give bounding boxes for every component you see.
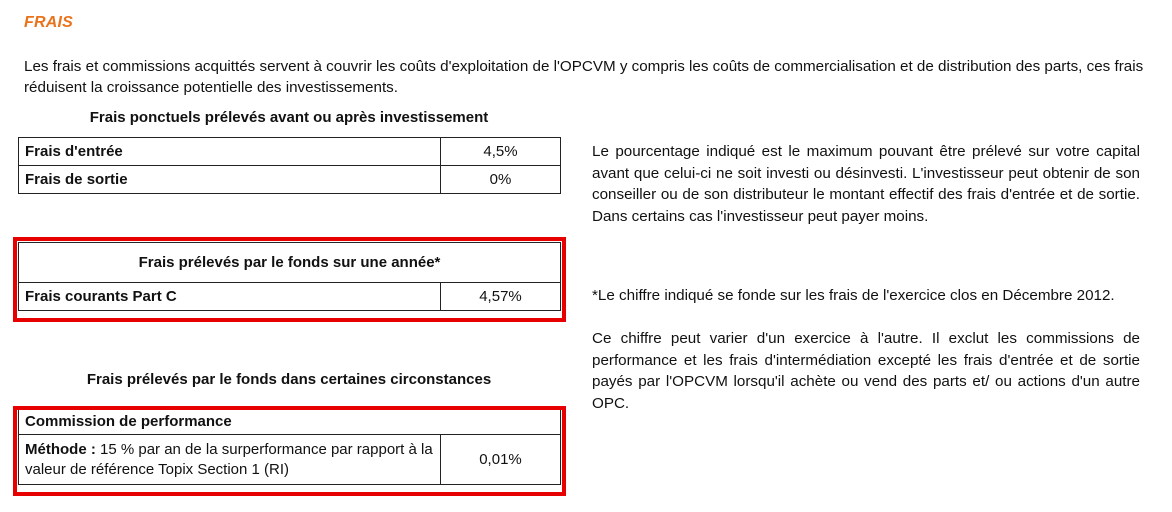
intro-paragraph: Les frais et commissions acquittés serve…: [24, 58, 1144, 96]
table-row: Frais de sortie 0%: [18, 165, 561, 194]
row-value: 0%: [440, 165, 561, 194]
table-row: Frais courants Part C 4,57%: [18, 282, 561, 311]
ponctuels-note: Le pourcentage indiqué est le maximum po…: [592, 143, 1140, 225]
table-row: Méthode : 15 % par an de la surperforman…: [18, 434, 561, 485]
table-row: Frais prélevés par le fonds sur une anné…: [18, 242, 561, 283]
ponctuels-table: Frais d'entrée 4,5% Frais de sortie 0%: [18, 137, 561, 194]
annuels-note-1: *Le chiffre indiqué se fonde sur les fra…: [592, 287, 1115, 304]
ponctuels-caption: Frais ponctuels prélevés avant ou après …: [89, 109, 489, 126]
row-value: 4,57%: [440, 282, 561, 311]
circonstances-caption: Frais prélevés par le fonds dans certain…: [86, 371, 492, 388]
annuels-caption: Frais prélevés par le fonds sur une anné…: [18, 242, 561, 283]
row-value: 4,5%: [440, 137, 561, 166]
row-label: Frais d'entrée: [18, 137, 441, 166]
performance-method: Méthode : 15 % par an de la surperforman…: [18, 434, 441, 485]
section-title: FRAIS: [24, 14, 73, 31]
annuels-note-2: Ce chiffre peut varier d'un exercice à l…: [592, 330, 1140, 412]
row-label: Frais courants Part C: [18, 282, 441, 311]
method-label: Méthode :: [25, 440, 96, 458]
row-label: Frais de sortie: [18, 165, 441, 194]
annuels-table: Frais prélevés par le fonds sur une anné…: [18, 242, 561, 311]
method-text: 15 % par an de la surperformance par rap…: [25, 440, 433, 478]
circonstances-table: Commission de performance Méthode : 15 %…: [18, 408, 561, 485]
table-row: Commission de performance: [18, 408, 561, 435]
row-value: 0,01%: [440, 434, 561, 485]
table-row: Frais d'entrée 4,5%: [18, 137, 561, 166]
performance-heading: Commission de performance: [18, 408, 561, 435]
